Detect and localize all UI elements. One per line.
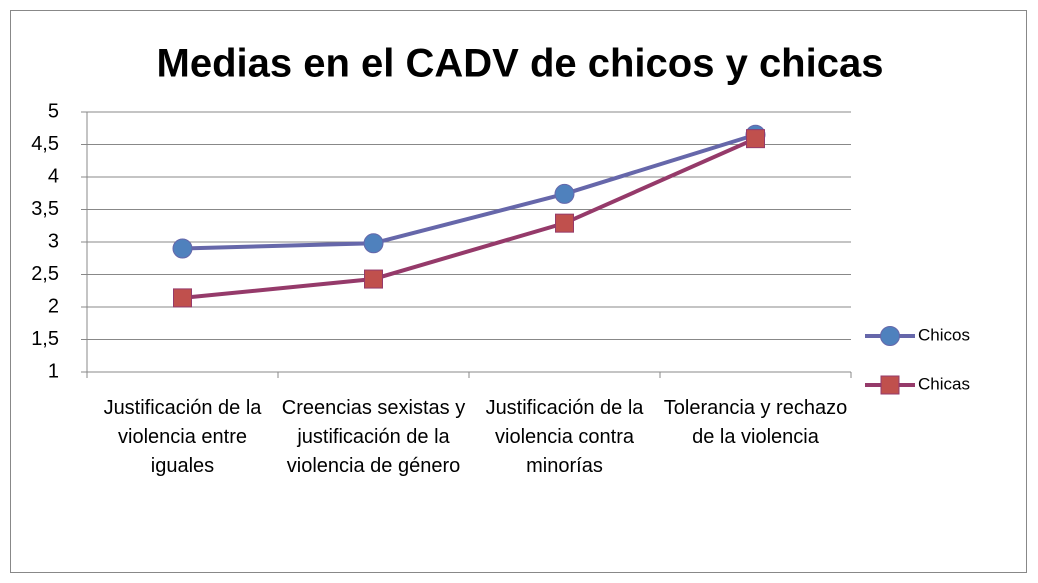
data-point: [172, 238, 193, 259]
data-point: [364, 269, 383, 289]
data-point: [554, 183, 575, 204]
y-tick-label: 4: [48, 165, 59, 187]
data-point: [555, 213, 574, 233]
series-line: [182, 132, 757, 251]
y-tick-label: 1: [48, 360, 59, 382]
data-point: [746, 129, 765, 149]
legend-label: Chicos: [918, 325, 970, 344]
y-tick-label: 4,5: [31, 133, 59, 155]
chart-title: Medias en el CADV de chicos y chicas: [157, 42, 884, 86]
y-tick-label: 2: [48, 295, 59, 317]
legend-label: Chicas: [918, 374, 970, 393]
x-tick-label: Creencias sexistas y justificación de la…: [281, 397, 466, 477]
y-tick-label: 3: [48, 230, 59, 252]
data-point: [363, 233, 384, 254]
chart-border: [10, 10, 1027, 573]
x-tick-label: Tolerancia y rechazo de la violencia: [663, 397, 848, 448]
y-tick-label: 2,5: [31, 263, 59, 285]
y-tick-label: 5: [48, 100, 59, 122]
x-tick-label: Justificación de la violencia contra min…: [485, 397, 644, 477]
legend-marker: [880, 326, 900, 346]
data-point: [173, 288, 192, 308]
x-tick-label: Justificación de la violencia entre igua…: [103, 397, 262, 477]
legend-marker: [880, 375, 900, 395]
series-line: [182, 136, 757, 300]
y-tick-label: 1,5: [31, 328, 59, 350]
y-tick-label: 3,5: [31, 198, 59, 220]
